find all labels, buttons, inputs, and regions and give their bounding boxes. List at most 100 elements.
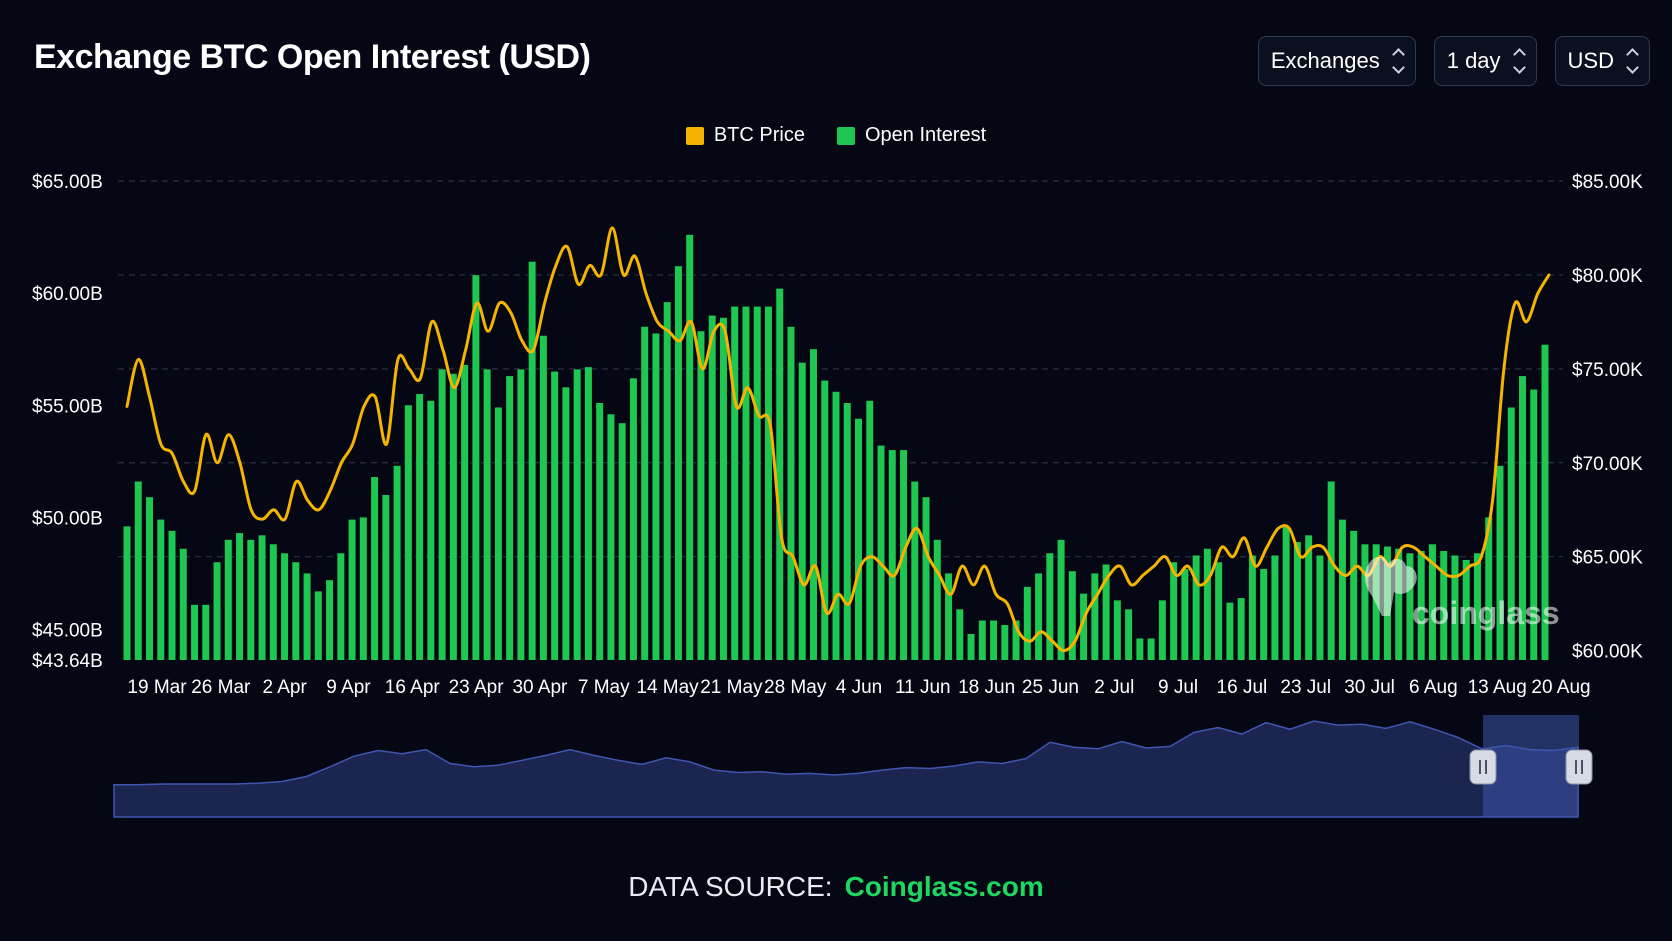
oi-bar	[191, 604, 199, 660]
oi-bar	[1327, 481, 1335, 660]
oi-bar	[1237, 598, 1245, 660]
oi-bar	[269, 544, 277, 660]
right-axis-tick-label: $85.00K	[1572, 172, 1643, 193]
oi-bar	[731, 306, 739, 660]
x-axis-tick-label: 21 May	[700, 677, 763, 698]
oi-bar	[1080, 593, 1088, 660]
oi-bar	[1395, 548, 1403, 660]
oi-bar	[1046, 553, 1054, 660]
oi-bar	[337, 553, 345, 660]
chart-title: Exchange BTC Open Interest (USD)	[34, 38, 591, 76]
interval-select-label: 1 day	[1446, 48, 1501, 73]
interval-select[interactable]: 1 day	[1433, 36, 1537, 86]
oi-bar	[1361, 544, 1369, 660]
oi-bar	[1417, 551, 1425, 660]
oi-bar	[202, 604, 210, 660]
legend-label-oi: Open Interest	[864, 124, 987, 146]
oi-bar	[742, 306, 750, 660]
oi-bar	[1350, 530, 1358, 660]
oi-bar	[607, 414, 615, 660]
oi-bar	[1147, 638, 1155, 660]
oi-bar	[787, 326, 795, 660]
oi-bar	[764, 306, 772, 660]
oi-bar	[978, 620, 986, 660]
oi-bar	[719, 317, 727, 660]
right-axis-tick-label: $70.00K	[1572, 454, 1643, 475]
oi-bar	[1519, 376, 1526, 660]
x-axis-tick-label: 13 Aug	[1468, 677, 1527, 698]
oi-bar	[348, 519, 356, 660]
x-axis-tick-label: 26 Mar	[191, 677, 251, 698]
oi-bar	[449, 373, 457, 660]
oi-bar	[753, 306, 761, 660]
oi-bar	[247, 539, 255, 660]
x-axis-tick-label: 25 Jun	[1022, 677, 1079, 698]
oi-bar	[134, 481, 142, 660]
x-axis-tick-label: 7 May	[578, 677, 630, 698]
chart-controls: Exchanges 1 day USD	[1257, 36, 1650, 86]
oi-bar	[258, 535, 266, 660]
oi-bar	[303, 573, 311, 660]
x-axis-tick-label: 14 May	[636, 677, 699, 698]
legend-item-open-interest[interactable]: Open Interest	[836, 124, 987, 147]
oi-bar	[1541, 344, 1549, 660]
oi-bar	[843, 403, 851, 660]
navigator-area	[113, 720, 1579, 818]
x-axis-tick-label: 23 Apr	[449, 677, 505, 698]
currency-select-label: USD	[1567, 48, 1614, 73]
navigator-handle-left[interactable]	[1469, 749, 1497, 785]
chart-legend: BTC Price Open Interest	[0, 124, 1672, 147]
oi-bar	[1102, 564, 1110, 660]
oi-bar	[1451, 555, 1459, 660]
oi-bar	[686, 234, 694, 660]
right-axis-tick-label: $60.00K	[1572, 642, 1643, 663]
oi-bar	[1305, 535, 1313, 660]
x-axis-tick-label: 28 May	[764, 677, 827, 698]
oi-bar	[1035, 573, 1043, 660]
currency-select[interactable]: USD	[1554, 36, 1650, 86]
oi-bar	[551, 371, 559, 660]
legend-item-btc-price[interactable]: BTC Price	[685, 124, 805, 147]
coinglass-watermark: coinglass	[1364, 556, 1560, 631]
oi-bar	[945, 573, 953, 660]
oi-bar	[832, 391, 840, 660]
oi-bar	[888, 450, 896, 660]
exchanges-select-label: Exchanges	[1270, 48, 1380, 73]
oi-bar	[1316, 555, 1324, 660]
oi-bar	[517, 369, 525, 660]
left-axis-tick-label: $55.00B	[32, 396, 103, 417]
navigator-handle-right[interactable]	[1565, 749, 1593, 785]
oi-bar	[922, 497, 930, 660]
oi-bar	[404, 405, 412, 660]
price-series-line	[125, 226, 1551, 653]
oi-bar	[1271, 555, 1279, 660]
exchanges-select[interactable]: Exchanges	[1257, 36, 1416, 86]
oi-bar	[146, 497, 153, 660]
oi-bar	[1192, 555, 1200, 660]
data-source-link[interactable]: Coinglass.com	[844, 871, 1044, 902]
x-axis-tick-label: 20 Aug	[1531, 677, 1590, 698]
x-axis-tick-label: 11 Jun	[895, 677, 951, 698]
navigator-selection[interactable]	[1483, 715, 1579, 817]
oi-bar	[584, 367, 592, 660]
right-axis-ticks: $85.00K $80.00K $75.00K $70.00K $65.00K $60.0…	[1572, 172, 1643, 663]
x-axis-tick-label: 19 Mar	[127, 677, 187, 698]
oi-bar	[1068, 571, 1076, 660]
oi-bar	[1248, 555, 1256, 660]
oi-bar	[539, 335, 547, 660]
oi-bar	[494, 407, 502, 660]
range-navigator[interactable]	[113, 715, 1593, 818]
oi-bar	[1507, 407, 1515, 660]
watermark-text: coinglass	[1412, 595, 1560, 631]
oi-bar	[1125, 609, 1133, 660]
left-axis-tick-label: $65.00B	[32, 172, 103, 193]
oi-bar	[956, 609, 964, 660]
oi-bar	[359, 517, 367, 660]
oi-bar	[629, 378, 637, 660]
oi-bar	[416, 394, 424, 660]
oi-bar	[1113, 600, 1121, 660]
oi-bar	[1158, 600, 1166, 660]
x-axis-tick-label: 9 Jul	[1158, 677, 1198, 698]
oi-bar	[990, 620, 998, 660]
oi-bar	[1091, 573, 1099, 660]
